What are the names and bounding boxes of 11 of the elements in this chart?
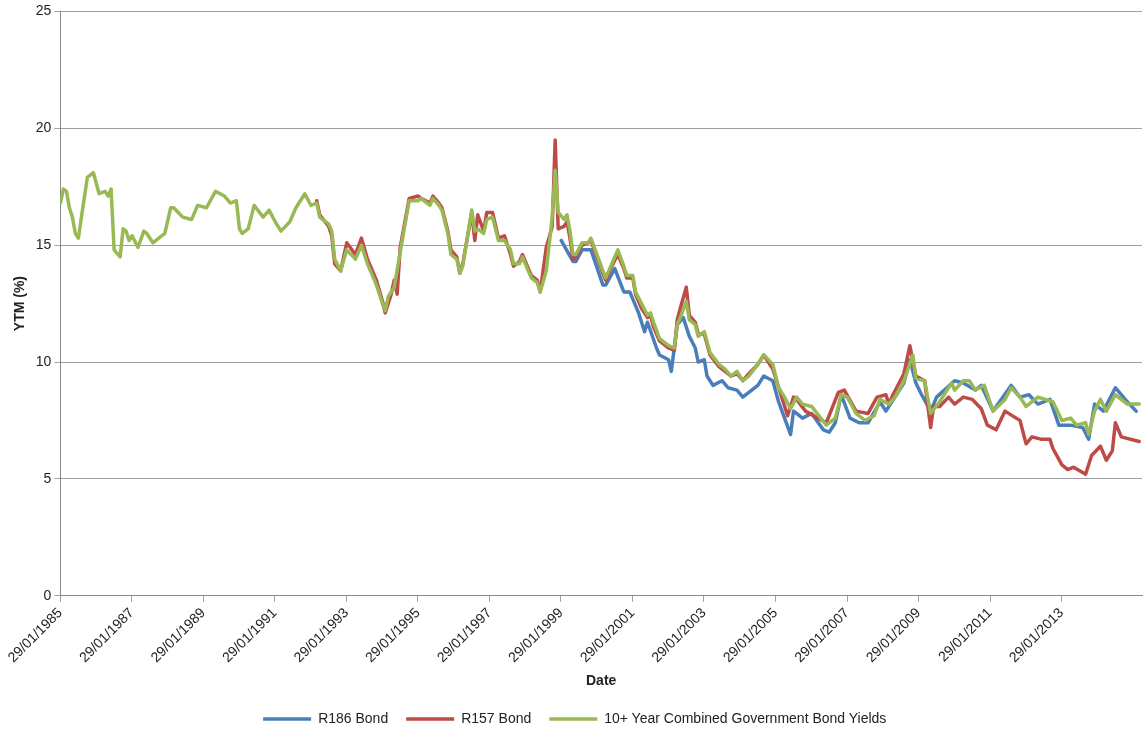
y-tick-label: 15 xyxy=(35,236,52,253)
legend-label: R157 Bond xyxy=(461,709,532,726)
y-tick-label: 20 xyxy=(35,119,52,136)
y-tick-label: 0 xyxy=(43,586,52,603)
y-tick-label: 10 xyxy=(35,352,52,369)
x-axis-title: Date xyxy=(586,672,617,689)
legend-label: R186 Bond xyxy=(318,709,389,726)
legend-label: 10+ Year Combined Government Bond Yields xyxy=(604,709,887,726)
y-axis-title: YTM (%) xyxy=(11,275,28,332)
y-tick-label: 25 xyxy=(35,2,52,19)
y-tick-label: 5 xyxy=(43,469,52,486)
